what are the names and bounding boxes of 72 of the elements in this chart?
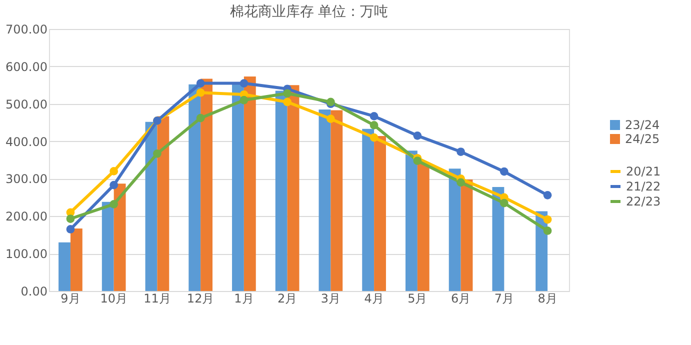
point [370,133,378,142]
chart-title: 棉花商业库存 单位：万吨 [230,4,388,20]
bar [460,179,473,291]
bar [157,116,170,291]
legend-label: 22/23 [626,194,661,208]
point [110,200,118,208]
bar [417,162,430,291]
bar [374,136,386,291]
bar [188,84,201,291]
legend-label: 20/21 [626,164,661,178]
point [66,225,75,234]
bar [114,184,126,291]
x-tick-label: 4月 [364,292,384,306]
y-tick-label: 600.00 [6,60,48,74]
y-tick-label: 500.00 [6,97,48,112]
legend-label: 23/24 [625,118,660,132]
x-tick-label: 5月 [408,292,428,306]
x-tick-label: 9月 [60,292,80,306]
point [500,198,508,208]
x-tick-label: 3月 [320,292,341,306]
x-tick-label: 6月 [450,292,471,306]
y-tick-label: 0.00 [20,284,48,298]
x-tick-label: 11月 [144,292,171,306]
bar [405,150,418,291]
bar [318,109,331,291]
legend-label: 21/22 [626,180,661,194]
point [413,131,422,140]
point [196,88,205,97]
point [196,79,205,88]
x-tick-label: 8月 [538,292,558,306]
x-tick-label: 2月 [277,292,298,306]
x-tick-label: 7月 [494,292,514,306]
bar [232,84,244,291]
point [456,148,465,156]
point [66,214,75,223]
y-tick-label: 700.00 [6,22,48,36]
point [283,98,292,106]
point [500,167,508,176]
bar [448,168,461,291]
bar [275,90,288,291]
point [370,121,378,130]
bar [492,186,504,291]
x-tick-label: 1月 [234,292,254,306]
point [413,156,422,165]
point [543,191,552,200]
bar [102,202,114,291]
y-tick-label: 300.00 [6,172,48,186]
legend-label: 24/25 [625,132,660,146]
point [456,178,465,187]
point [370,112,378,120]
y-tick-label: 400.00 [6,134,48,149]
point [110,167,118,176]
point [326,114,335,124]
point [240,96,248,104]
bar [287,85,300,291]
x-tick-label: 10月 [100,292,128,306]
point [543,226,552,235]
point [110,180,118,190]
y-tick-label: 200.00 [6,210,48,224]
y-tick-label: 100.00 [6,247,48,262]
bar [330,110,343,291]
bar [200,78,213,291]
bar [58,242,70,291]
bar [244,76,256,291]
point [283,89,292,98]
point [153,149,162,158]
point [240,79,248,88]
bar [362,128,374,291]
point [543,215,552,224]
bar [70,228,82,291]
point [196,114,205,122]
x-tick-label: 12月 [186,292,214,306]
